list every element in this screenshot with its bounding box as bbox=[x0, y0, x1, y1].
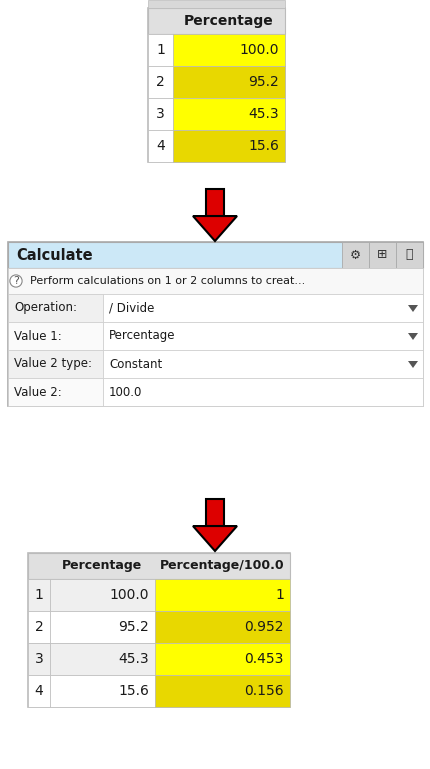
Text: 2: 2 bbox=[34, 620, 43, 634]
Text: Value 2 type:: Value 2 type: bbox=[14, 358, 92, 371]
Bar bbox=[172, 34, 284, 66]
Bar bbox=[8, 350, 103, 378]
Bar bbox=[103, 322, 422, 350]
Text: 4: 4 bbox=[156, 139, 165, 153]
Bar bbox=[155, 675, 289, 707]
Text: 95.2: 95.2 bbox=[118, 620, 149, 634]
Text: Value 2:: Value 2: bbox=[14, 385, 61, 398]
Text: 100.0: 100.0 bbox=[239, 43, 278, 57]
Bar bbox=[28, 553, 289, 579]
Bar bbox=[341, 242, 368, 268]
Bar bbox=[155, 611, 289, 643]
Text: Operation:: Operation: bbox=[14, 301, 77, 315]
Text: Value 1:: Value 1: bbox=[14, 329, 61, 342]
Text: 1: 1 bbox=[274, 588, 283, 602]
Text: 95.2: 95.2 bbox=[248, 75, 278, 89]
Bar bbox=[103, 378, 422, 406]
Text: ⤢: ⤢ bbox=[405, 248, 412, 261]
Bar bbox=[50, 611, 155, 643]
Bar bbox=[147, 34, 172, 66]
Bar bbox=[28, 553, 289, 707]
Bar bbox=[368, 242, 395, 268]
Bar bbox=[8, 378, 103, 406]
Text: 2: 2 bbox=[156, 75, 165, 89]
Bar bbox=[50, 579, 155, 611]
Text: 0.156: 0.156 bbox=[244, 684, 283, 698]
Text: 4: 4 bbox=[34, 684, 43, 698]
Bar bbox=[147, 8, 284, 162]
Bar bbox=[8, 294, 103, 322]
Text: 100.0: 100.0 bbox=[109, 385, 142, 398]
Bar bbox=[8, 242, 422, 268]
Bar bbox=[147, 8, 284, 34]
Text: 45.3: 45.3 bbox=[118, 652, 149, 666]
Text: 0.453: 0.453 bbox=[244, 652, 283, 666]
Polygon shape bbox=[407, 305, 417, 312]
Bar bbox=[8, 268, 422, 294]
Bar bbox=[172, 130, 284, 162]
Text: 45.3: 45.3 bbox=[248, 107, 278, 121]
Bar bbox=[155, 579, 289, 611]
Text: 1: 1 bbox=[156, 43, 165, 57]
Bar bbox=[28, 579, 50, 611]
Text: 100.0: 100.0 bbox=[109, 588, 149, 602]
Text: Percentage: Percentage bbox=[62, 560, 142, 572]
Bar bbox=[50, 675, 155, 707]
Bar bbox=[50, 643, 155, 675]
Text: ⊞: ⊞ bbox=[376, 248, 387, 261]
Bar bbox=[103, 350, 422, 378]
Bar bbox=[147, 0, 284, 8]
Polygon shape bbox=[407, 333, 417, 340]
Bar bbox=[28, 611, 50, 643]
Bar bbox=[205, 189, 224, 216]
Bar bbox=[172, 66, 284, 98]
Text: ?: ? bbox=[13, 276, 19, 286]
Text: / Divide: / Divide bbox=[109, 301, 154, 315]
Text: Percentage: Percentage bbox=[184, 14, 273, 28]
Polygon shape bbox=[193, 216, 237, 241]
Bar bbox=[395, 242, 422, 268]
Text: 0.952: 0.952 bbox=[244, 620, 283, 634]
Text: 3: 3 bbox=[34, 652, 43, 666]
Polygon shape bbox=[193, 526, 237, 551]
Bar bbox=[172, 98, 284, 130]
Bar bbox=[147, 98, 172, 130]
Text: 15.6: 15.6 bbox=[118, 684, 149, 698]
Bar bbox=[147, 130, 172, 162]
Polygon shape bbox=[407, 361, 417, 368]
Bar bbox=[28, 643, 50, 675]
Bar bbox=[155, 643, 289, 675]
Bar bbox=[147, 66, 172, 98]
Bar bbox=[103, 294, 422, 322]
Text: ⚙: ⚙ bbox=[349, 248, 360, 261]
Bar bbox=[8, 242, 422, 406]
Text: 15.6: 15.6 bbox=[248, 139, 278, 153]
Text: Percentage/100.0: Percentage/100.0 bbox=[160, 560, 284, 572]
Text: 1: 1 bbox=[34, 588, 43, 602]
Text: 3: 3 bbox=[156, 107, 165, 121]
Text: Calculate: Calculate bbox=[16, 248, 92, 262]
Bar bbox=[28, 675, 50, 707]
Text: Perform calculations on 1 or 2 columns to creat...: Perform calculations on 1 or 2 columns t… bbox=[30, 276, 304, 286]
Text: Constant: Constant bbox=[109, 358, 162, 371]
Text: Percentage: Percentage bbox=[109, 329, 175, 342]
Bar bbox=[8, 322, 103, 350]
Bar bbox=[205, 499, 224, 526]
